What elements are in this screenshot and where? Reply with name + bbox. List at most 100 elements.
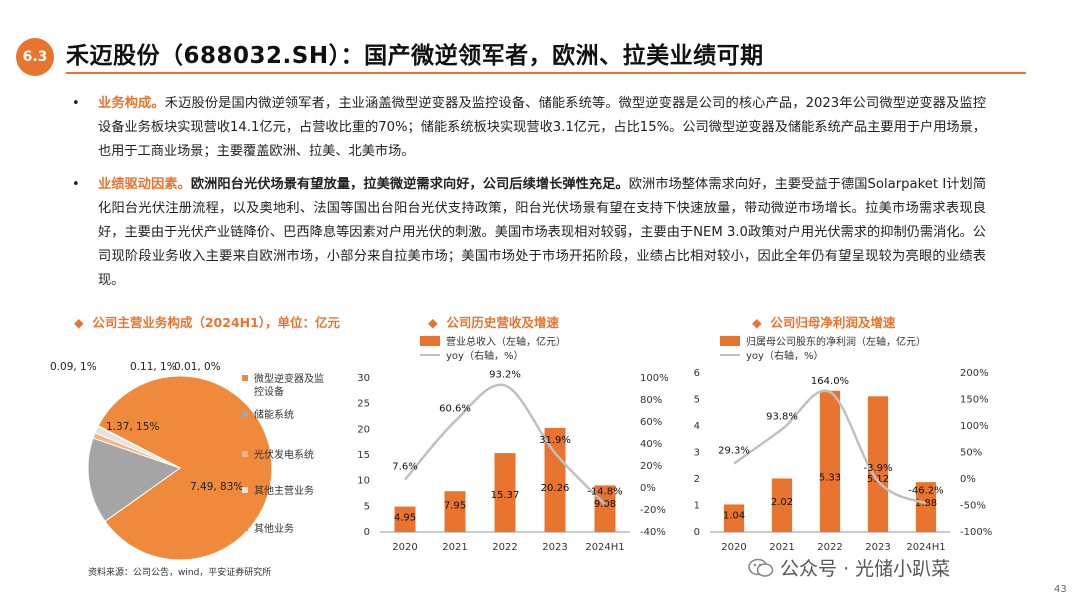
x-tick-label: 2024H1 (906, 542, 945, 553)
y-tick-label: 3 (694, 448, 700, 459)
diamond-icon: ◆ (428, 315, 438, 330)
watermark-text: 公众号 · 光储小趴菜 (780, 558, 951, 580)
bar-value-label: 5.33 (819, 472, 841, 483)
bullet-business: • 业务构成。禾迈股份是国内微逆领军者，主业涵盖微型逆变器及监控设备、储能系统等… (72, 92, 987, 164)
legend-swatch (242, 411, 248, 417)
legend-label: yoy（右轴，%） (746, 349, 823, 362)
pie-slice (97, 425, 181, 469)
yoy-label: 164.0% (811, 376, 849, 387)
y2-tick-label: -40% (640, 527, 666, 538)
y2-tick-label: 0% (640, 483, 656, 494)
pie-chart: 7.49, 83% 1.37, 15% 0.09, 1% 0.11, 1%0.01, … (50, 361, 324, 561)
y-tick-label: 15 (357, 450, 370, 461)
bar (544, 427, 566, 532)
bullet-bold-text: 欧洲阳台光伏场景有望放量，拉美微逆需求向好，公司后续增长弹性充足。 (190, 177, 629, 192)
y2-tick-label: 60% (640, 417, 662, 428)
bar-value-label: 20.26 (541, 483, 570, 494)
y-tick-label: 4 (694, 421, 700, 432)
y-tick-label: 0 (694, 527, 700, 538)
pie-slice-label: 0.11, 1% (130, 361, 177, 373)
y2-tick-label: 100% (960, 421, 989, 432)
y-tick-label: 2 (694, 474, 700, 485)
legend-swatch (420, 336, 440, 346)
page-title: 禾迈股份（688032.SH）：国产微逆领军者，欧洲、拉美业绩可期 (66, 43, 764, 69)
source-note: 资料来源：公司公告，wind，平安证券研究所 (88, 568, 272, 578)
yoy-label: 93.8% (766, 411, 798, 422)
x-tick-label: 2022 (492, 542, 517, 553)
bullet-head: 业务构成。 (98, 96, 165, 111)
y2-tick-label: -20% (640, 505, 666, 516)
diamond-icon: ◆ (74, 315, 84, 330)
legend-label: yoy（右轴，%） (446, 349, 523, 362)
pie-slice (97, 375, 273, 561)
revenue-chart: 营业总收入（左轴，亿元）yoy（右轴，%） 0 5 10 15 20 25 30 100% 80… (357, 335, 669, 553)
pie-slice-label: 7.49, 83% (190, 481, 243, 493)
yoy-label: 31.9% (539, 435, 571, 446)
bar-value-label: 1.88 (915, 498, 937, 509)
yoy-label: 7.6% (392, 462, 417, 473)
y2-tick-label: 100% (640, 373, 669, 384)
bar (494, 453, 516, 532)
legend-label: 控设备 (254, 385, 284, 398)
revenue-title-text: 公司历史营收及增速 (446, 315, 559, 330)
diamond-icon: ◆ (752, 315, 762, 330)
yoy-label: 60.6% (439, 403, 471, 414)
yoy-line (733, 389, 927, 505)
wechat-icon (748, 558, 774, 578)
y2-tick-label: 50% (960, 448, 982, 459)
y-tick-label: 25 (357, 399, 370, 410)
y2-tick-label: 40% (640, 439, 662, 450)
bullet-head: 业绩驱动因素。 (98, 177, 191, 192)
bar-value-label: 1.04 (723, 510, 745, 521)
bullet-dot: • (72, 177, 80, 192)
bar-value-label: 9.08 (594, 499, 616, 510)
y-tick-label: 5 (694, 395, 700, 406)
profit-chart-title: ◆ 公司归母净利润及增速 (752, 312, 895, 331)
bar-value-label: 4.95 (394, 513, 416, 524)
x-tick-label: 2022 (817, 542, 842, 553)
yoy-line (404, 383, 606, 506)
section-badge: 6.3 (16, 38, 54, 76)
x-tick-label: 2021 (442, 542, 467, 553)
legend-label: 其他主营业务 (254, 484, 314, 497)
y2-tick-label: -100% (960, 527, 992, 538)
pie-title-text: 公司主营业务构成（2024H1），单位：亿元 (92, 315, 341, 330)
y-tick-label: 6 (694, 368, 700, 379)
legend-label: 微型逆变器及监 (254, 372, 324, 385)
y2-tick-label: -50% (960, 501, 986, 512)
bar-value-label: 7.95 (444, 501, 466, 512)
watermark: 公众号 · 光储小趴菜 (748, 554, 950, 581)
y2-tick-label: 20% (640, 461, 662, 472)
y2-tick-label: 80% (640, 395, 662, 406)
y2-tick-label: 150% (960, 395, 989, 406)
x-tick-label: 2024H1 (585, 542, 624, 553)
profit-title-text: 公司归母净利润及增速 (770, 315, 896, 330)
legend-label: 归属母公司股东的净利润（左轴，亿元） (746, 335, 926, 348)
bullet-dot: • (72, 96, 80, 111)
y-tick-label: 20 (357, 424, 370, 435)
page-number: 43 (1054, 584, 1067, 595)
bar (867, 396, 889, 532)
x-tick-label: 2023 (542, 542, 567, 553)
pie-slice-label: 0.09, 1% (50, 361, 97, 373)
legend-swatch (242, 487, 248, 493)
bar (394, 506, 416, 532)
bullet-text: 禾迈股份是国内微逆领军者，主业涵盖微型逆变器及监控设备、储能系统等。微型逆变器是… (98, 96, 987, 159)
y-tick-label: 10 (357, 476, 370, 487)
x-tick-label: 2021 (769, 542, 794, 553)
legend-swatch (242, 451, 248, 457)
legend-swatch (242, 525, 248, 531)
legend-label: 其他业务 (254, 522, 294, 535)
y-tick-label: 30 (357, 373, 370, 384)
revenue-chart-title: ◆ 公司历史营收及增速 (428, 312, 559, 331)
legend-label: 储能系统 (254, 408, 294, 421)
bar-value-label: 2.02 (771, 497, 793, 508)
y2-tick-label: 200% (960, 368, 989, 379)
bar (723, 504, 745, 532)
legend-label: 光伏发电系统 (254, 448, 314, 461)
y-tick-label: 5 (364, 501, 370, 512)
bullet-text: 欧洲市场整体需求向好，主要受益于德国Solarpaket I计划简化阳台光伏注册… (98, 177, 987, 288)
y-tick-label: 0 (364, 527, 370, 538)
bar (771, 478, 793, 532)
x-tick-label: 2020 (392, 542, 417, 553)
